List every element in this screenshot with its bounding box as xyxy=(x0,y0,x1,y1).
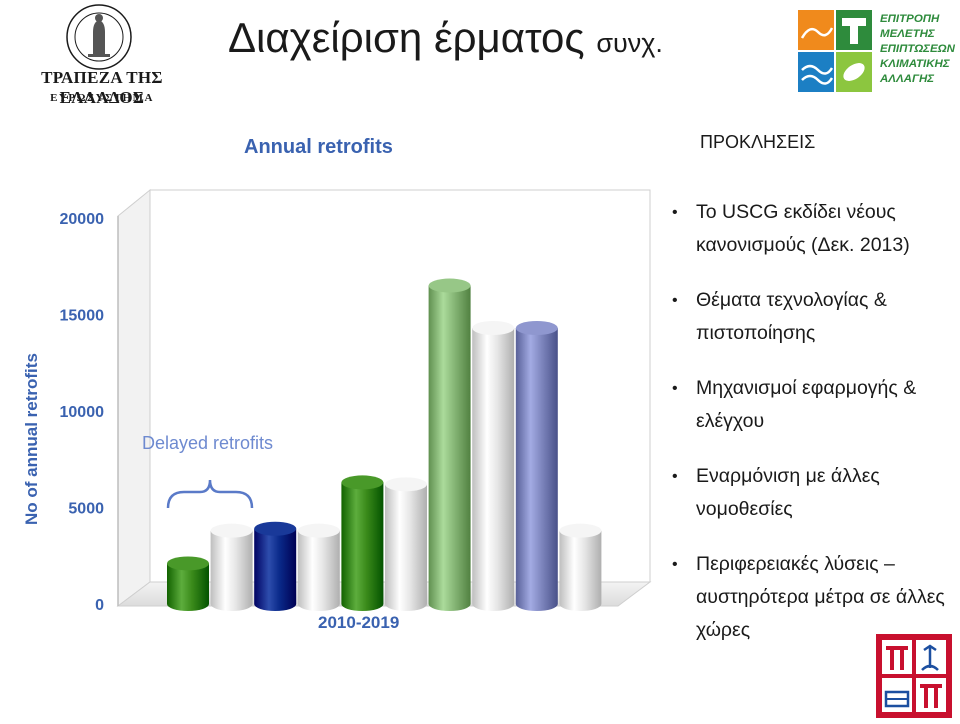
bar-body xyxy=(254,528,297,611)
list-item: • Μηχανισμοί εφαρμογής & ελέγχου xyxy=(666,372,956,438)
annual-retrofits-chart: Annual retrofits No of annual retrofits … xyxy=(22,136,652,632)
list-item: • Θέματα τεχνολογίας & πιστοποίησης xyxy=(666,284,956,350)
title-main: Διαχείριση έρματος xyxy=(228,14,585,61)
bar-body xyxy=(341,482,384,611)
bar-body xyxy=(515,328,558,612)
bar-body xyxy=(210,530,253,611)
bar-top xyxy=(472,321,515,336)
chart-bar xyxy=(254,521,297,611)
list-item: • Το USCG εκδίδει νέους κανονισμούς (Δεκ.… xyxy=(666,196,956,262)
bullet-text: Εναρμόνιση με άλλες νομοθεσίες xyxy=(696,465,880,520)
chart-bar xyxy=(428,278,471,612)
bar-top xyxy=(385,477,427,492)
bullet-text: Μηχανισμοί εφαρμογής & ελέγχου xyxy=(696,377,917,432)
chart-left-wall xyxy=(117,188,151,607)
bar-body xyxy=(472,328,515,612)
challenges-heading: ΠΡΟΚΛΗΣΕΙΣ xyxy=(700,132,816,152)
chart-bar xyxy=(210,523,253,611)
bar-body xyxy=(167,563,209,611)
chart-bar xyxy=(167,556,209,611)
bar-top xyxy=(559,523,602,538)
committee-name: ΕΠΙΤΡΟΠΗ ΜΕΛΕΤΗΣ ΕΠΙΠΤΩΣΕΩΝ ΚΛΙΜΑΤΙΚΗΣ Α… xyxy=(880,13,955,85)
bullet-text: Περιφερειακές λύσεις – αυστηρότερα μέτρα… xyxy=(696,553,945,641)
chart-annotation: Delayed retrofits xyxy=(142,433,273,453)
chart-y-label: No of annual retrofits xyxy=(22,353,41,525)
bar-top xyxy=(428,278,471,293)
bar-body xyxy=(559,530,602,611)
committee-mark-icon xyxy=(798,10,872,92)
bar-top xyxy=(297,523,340,538)
bullet-text: Το USCG εκδίδει νέους κανονισμούς (Δεκ. … xyxy=(696,201,910,256)
chart-bar xyxy=(515,321,558,612)
y-tick-label: 10000 xyxy=(60,404,105,421)
title-suffix: συνχ. xyxy=(596,28,663,58)
bar-top xyxy=(341,475,384,490)
bullet-dot: • xyxy=(672,380,678,397)
chart-bar xyxy=(385,477,427,611)
university-logo-icon xyxy=(876,634,952,718)
bullet-text: Θέματα τεχνολογίας & πιστοποίησης xyxy=(696,289,887,344)
chart-x-label: 2010-2019 xyxy=(318,613,399,632)
chart-bar xyxy=(341,475,384,611)
annotation-brace xyxy=(166,479,254,509)
chart-bar xyxy=(472,321,515,612)
bank-name: ΤΡΑΠΕΖΑ ΤΗΣ ΕΛΛΑΔΟΣ xyxy=(41,68,163,107)
bar-top xyxy=(515,321,558,336)
chart-title: Annual retrofits xyxy=(244,136,393,158)
bar-top xyxy=(167,556,209,571)
y-tick-label: 0 xyxy=(95,597,104,614)
climate-committee-logo: ΕΠΙΤΡΟΠΗ ΜΕΛΕΤΗΣ ΕΠΙΠΤΩΣΕΩΝ ΚΛΙΜΑΤΙΚΗΣ Α… xyxy=(796,8,956,94)
y-tick-label: 15000 xyxy=(60,308,105,325)
bullet-dot: • xyxy=(672,292,678,309)
list-item: • Περιφερειακές λύσεις – αυστηρότερα μέτρ… xyxy=(666,548,956,647)
bullet-dot: • xyxy=(672,556,678,573)
bullet-dot: • xyxy=(672,468,678,485)
page-title: Διαχείριση έρματος συνχ. xyxy=(228,14,663,62)
bar-body xyxy=(428,285,471,612)
bank-of-greece-logo: ΤΡΑΠΕΖΑ ΤΗΣ ΕΛΛΑΔΟΣ ΕΥΡΩΣΥΣΤΗΜΑ xyxy=(4,2,200,107)
bank-seal-icon xyxy=(66,4,132,70)
bar-body xyxy=(385,484,427,611)
bar-body xyxy=(297,530,340,611)
challenges-list: • Το USCG εκδίδει νέους κανονισμούς (Δεκ.… xyxy=(666,196,956,669)
y-tick-label: 5000 xyxy=(68,501,104,518)
list-item: • Εναρμόνιση με άλλες νομοθεσίες xyxy=(666,460,956,526)
bank-subtitle: ΕΥΡΩΣΥΣΤΗΜΑ xyxy=(50,92,154,104)
chart-bar xyxy=(297,523,340,611)
bar-top xyxy=(254,521,297,536)
bullet-dot: • xyxy=(672,204,678,221)
chart-bar xyxy=(559,523,602,611)
y-tick-label: 20000 xyxy=(60,211,105,228)
bar-top xyxy=(210,523,253,538)
